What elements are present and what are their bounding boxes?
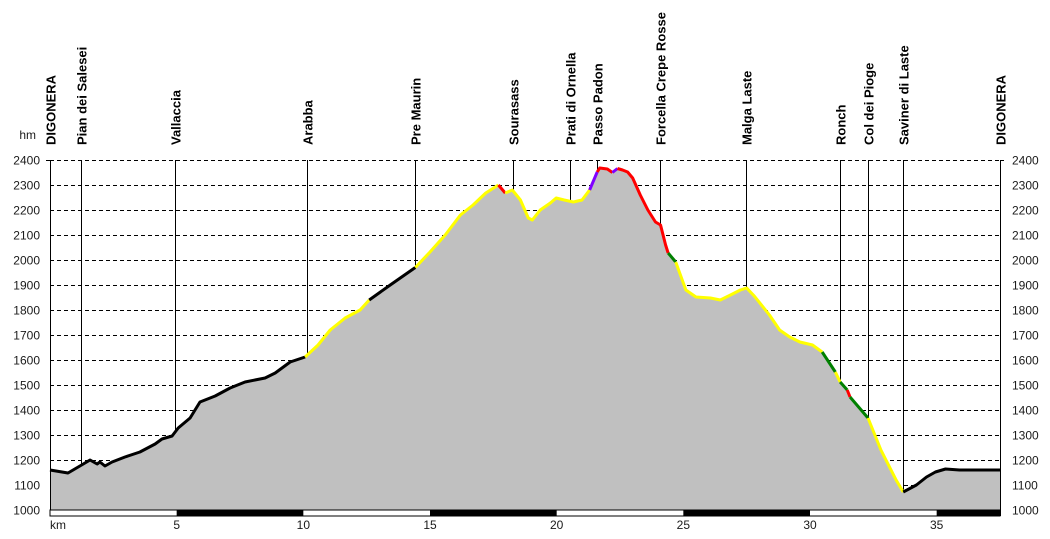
profile-fill [50, 168, 1000, 510]
y-tick-label-left: 2000 [13, 254, 40, 268]
waypoint-label: Vallaccia [169, 89, 184, 145]
profile-segment [666, 252, 677, 263]
y-tick-label-left: 2100 [13, 229, 40, 243]
y-tick-label-right: 1900 [1012, 279, 1039, 293]
profile-segment [674, 261, 824, 354]
x-tick-label: 30 [803, 518, 817, 532]
profile-area [50, 168, 1000, 510]
y-tick-label-left: 2300 [13, 179, 40, 193]
x-tick-label: 25 [677, 518, 691, 532]
waypoint-label: Saviner di Laste [897, 45, 912, 145]
y-tick-label-right: 1600 [1012, 354, 1039, 368]
y-tick-label-left: 1400 [13, 404, 40, 418]
y-tick-label-left: 1800 [13, 304, 40, 318]
y-tick-label-left: 1200 [13, 454, 40, 468]
profile-line [49, 166, 1000, 494]
waypoint-label: Forcella Crepe Rosse [654, 12, 669, 145]
y-tick-label-right: 2400 [1012, 154, 1039, 168]
y-tick-label-right: 1000 [1012, 504, 1039, 518]
km-scale-segment [430, 510, 557, 516]
y-tick-label-left: 1600 [13, 354, 40, 368]
profile-segment [588, 171, 599, 191]
y-tick-label-right: 2300 [1012, 179, 1039, 193]
profile-segment [820, 351, 837, 373]
waypoint-label: Prati di Ornella [564, 52, 579, 145]
axes: 1000 1000 1100 1100 1200 1200 1300 1300 1400 1400… [13, 154, 1039, 533]
x-axis-unit-label: km [50, 518, 66, 532]
y-tick-label-left: 1100 [14, 479, 40, 493]
profile-segment [595, 166, 614, 174]
profile-segment [49, 355, 306, 475]
waypoint-label: Pian dei Salesei [75, 47, 90, 145]
x-tick-label: 15 [423, 518, 437, 532]
x-tick-label: 35 [930, 518, 944, 532]
y-tick-label-right: 2100 [1012, 229, 1039, 243]
waypoint-label: Sourasass [507, 79, 522, 145]
x-tick-label: 20 [550, 518, 564, 532]
waypoint-label: Passo Padon [591, 63, 606, 145]
waypoint-label: Malga Laste [740, 71, 755, 145]
y-tick-label-left: 2200 [13, 204, 40, 218]
y-tick-label-left: 1500 [13, 379, 40, 393]
y-tick-label-right: 1500 [1012, 379, 1039, 393]
y-tick-label-left: 1900 [13, 279, 40, 293]
y-tick-label-right: 1100 [1012, 479, 1038, 493]
profile-segment [611, 167, 619, 174]
y-tick-label-right: 1300 [1012, 429, 1039, 443]
y-tick-label-right: 1200 [1012, 454, 1039, 468]
y-tick-label-right: 1400 [1012, 404, 1039, 418]
profile-segment [866, 417, 905, 493]
labels: DIGONERA Pian dei Salesei Vallaccia Arabba P… [44, 12, 1009, 145]
y-axis-unit-label: hm [19, 128, 36, 142]
x-tick-label: 10 [297, 518, 311, 532]
y-tick-label-right: 2200 [1012, 204, 1039, 218]
y-tick-label-left: 2400 [13, 154, 40, 168]
profile-segment [833, 371, 842, 383]
profile-segment [848, 396, 870, 419]
profile-segment [839, 381, 849, 391]
waypoint-label: Col dei Pioge [862, 63, 877, 145]
profile-segment [617, 167, 670, 254]
profile-segment [902, 467, 1000, 494]
y-tick-label-right: 1700 [1012, 329, 1039, 343]
profile-segment [304, 298, 371, 359]
waypoint-label: Arabba [301, 99, 316, 145]
waypoint-label: DIGONERA [994, 74, 1009, 145]
profile-segment [368, 266, 417, 302]
x-tick-label: 5 [173, 518, 180, 532]
km-scale-segment [683, 510, 810, 516]
y-tick-label-left: 1000 [13, 504, 40, 518]
waypoint-label: Pre Maurin [409, 78, 424, 145]
y-tick-label-left: 1300 [13, 429, 40, 443]
profile-segment [414, 183, 500, 269]
waypoint-label: Ronch [834, 105, 849, 146]
y-tick-label-right: 1800 [1012, 304, 1039, 318]
profile-segment [497, 184, 507, 194]
profile-segment [845, 389, 852, 398]
y-tick-label-right: 2000 [1012, 254, 1039, 268]
profile-segment [504, 188, 591, 222]
km-scale-segment [936, 510, 1000, 516]
y-tick-label-left: 1700 [13, 329, 40, 343]
waypoint-label: DIGONERA [44, 74, 59, 145]
km-scale-segment [176, 510, 304, 516]
